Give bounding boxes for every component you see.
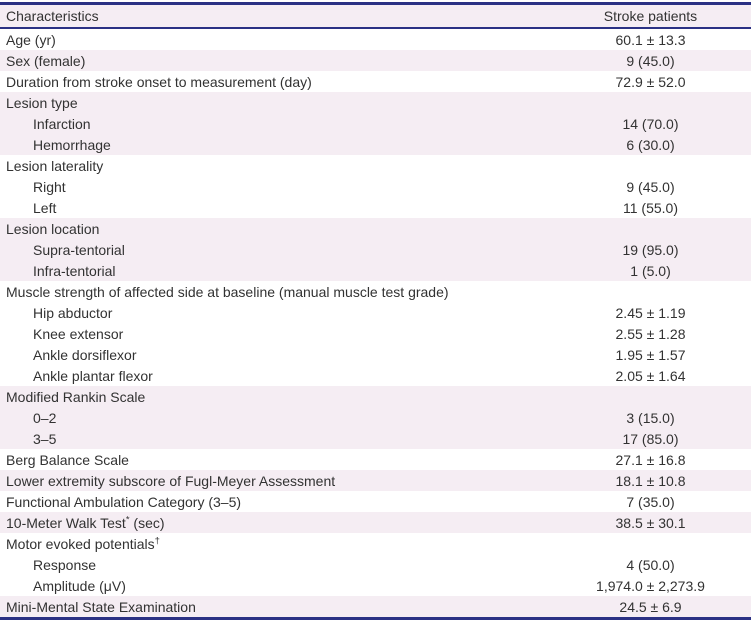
row-value: 1 (5.0) [630, 262, 671, 279]
row-value: 11 (55.0) [623, 199, 678, 216]
row-label: Age (yr) [6, 31, 56, 48]
footnote-marker: † [154, 535, 160, 546]
table-row: Lesion type [0, 92, 751, 113]
table-row: Muscle strength of affected side at base… [0, 281, 751, 302]
table-row: Left 11 (55.0) [0, 197, 751, 218]
row-label: Berg Balance Scale [6, 451, 129, 468]
row-label: Functional Ambulation Category (3–5) [6, 493, 242, 510]
table-row: Ankle plantar flexor 2.05 ± 1.64 [0, 365, 751, 386]
row-label: 3–5 [33, 430, 57, 447]
row-label: Motor evoked potentials† [6, 535, 160, 552]
row-value: 24.5 ± 6.9 [619, 598, 682, 615]
row-label: Sex (female) [6, 52, 86, 69]
row-label: Knee extensor [33, 325, 124, 342]
row-value: 9 (45.0) [626, 52, 675, 69]
table-row: 0–2 3 (15.0) [0, 407, 751, 428]
table-row: Infra-tentorial 1 (5.0) [0, 260, 751, 281]
row-value: 2.55 ± 1.28 [615, 325, 686, 342]
table-row: Response 4 (50.0) [0, 554, 751, 575]
row-value: 38.5 ± 30.1 [615, 514, 686, 531]
row-value: 2.05 ± 1.64 [615, 367, 686, 384]
table-row: 3–5 17 (85.0) [0, 428, 751, 449]
row-label: Infra-tentorial [33, 262, 116, 279]
row-value: 1,974.0 ± 2,273.9 [596, 577, 705, 594]
row-label: Ankle plantar flexor [33, 367, 153, 384]
table-row: Motor evoked potentials† [0, 533, 751, 554]
row-label: Lesion type [6, 94, 78, 111]
table-row: Sex (female) 9 (45.0) [0, 50, 751, 71]
row-label: Mini-Mental State Examination [6, 598, 196, 615]
table-row: Knee extensor 2.55 ± 1.28 [0, 323, 751, 344]
row-value: 17 (85.0) [622, 430, 679, 447]
table-row: Duration from stroke onset to measuremen… [0, 71, 751, 92]
row-label: Amplitude (μV) [33, 577, 126, 594]
row-value: 2.45 ± 1.19 [615, 304, 686, 321]
row-label: Hemorrhage [33, 136, 111, 153]
row-value: 14 (70.0) [622, 115, 679, 132]
row-label: Infarction [33, 115, 91, 132]
row-label: Modified Rankin Scale [6, 388, 146, 405]
table-row: 10-Meter Walk Test* (sec) 38.5 ± 30.1 [0, 512, 751, 533]
row-value: 9 (45.0) [626, 178, 675, 195]
row-label: Lower extremity subscore of Fugl-Meyer A… [6, 472, 336, 489]
row-value: 6 (30.0) [626, 136, 675, 153]
table-row: Lesion laterality [0, 155, 751, 176]
row-label: Muscle strength of affected side at base… [6, 283, 449, 300]
row-value: 19 (95.0) [622, 241, 679, 258]
column-header-stroke-patients: Stroke patients [603, 8, 698, 24]
table-row: Berg Balance Scale 27.1 ± 16.8 [0, 449, 751, 470]
row-value: 72.9 ± 52.0 [615, 73, 686, 90]
table-row: Hip abductor 2.45 ± 1.19 [0, 302, 751, 323]
row-value: 4 (50.0) [626, 556, 675, 573]
row-label: Duration from stroke onset to measuremen… [6, 73, 312, 90]
table-row: Mini-Mental State Examination 24.5 ± 6.9 [0, 596, 751, 617]
table-row: Lesion location [0, 218, 751, 239]
row-value: 27.1 ± 16.8 [615, 451, 686, 468]
table-row: Lower extremity subscore of Fugl-Meyer A… [0, 470, 751, 491]
table-row: Ankle dorsiflexor 1.95 ± 1.57 [0, 344, 751, 365]
table-row: Modified Rankin Scale [0, 386, 751, 407]
row-label: Hip abductor [33, 304, 113, 321]
row-label: Ankle dorsiflexor [33, 346, 137, 363]
row-label: 10-Meter Walk Test* (sec) [6, 514, 165, 531]
row-label: 0–2 [33, 409, 57, 426]
table-row: Hemorrhage 6 (30.0) [0, 134, 751, 155]
table-body: Age (yr) 60.1 ± 13.3 Sex (female) 9 (45.0) D… [0, 29, 751, 617]
table-row: Infarction 14 (70.0) [0, 113, 751, 134]
row-value: 7 (35.0) [626, 493, 675, 510]
row-label: Left [33, 199, 57, 216]
table-row: Supra-tentorial 19 (95.0) [0, 239, 751, 260]
row-value: 1.95 ± 1.57 [615, 346, 686, 363]
row-value: 18.1 ± 10.8 [615, 472, 686, 489]
row-label: Lesion laterality [6, 157, 104, 174]
row-label: Right [33, 178, 66, 195]
table-row: Functional Ambulation Category (3–5) 7 (3… [0, 491, 751, 512]
row-label: Response [33, 556, 97, 573]
table-row: Amplitude (μV) 1,974.0 ± 2,273.9 [0, 575, 751, 596]
row-value: 60.1 ± 13.3 [615, 31, 686, 48]
footnote-marker: * [125, 514, 130, 525]
column-header-characteristics: Characteristics [6, 8, 99, 24]
table-row: Age (yr) 60.1 ± 13.3 [0, 29, 751, 50]
table-header-row: Characteristics Stroke patients [0, 5, 751, 29]
row-value: 3 (15.0) [626, 409, 675, 426]
row-label: Lesion location [6, 220, 100, 237]
row-label: Supra-tentorial [33, 241, 125, 258]
table-row: Right 9 (45.0) [0, 176, 751, 197]
